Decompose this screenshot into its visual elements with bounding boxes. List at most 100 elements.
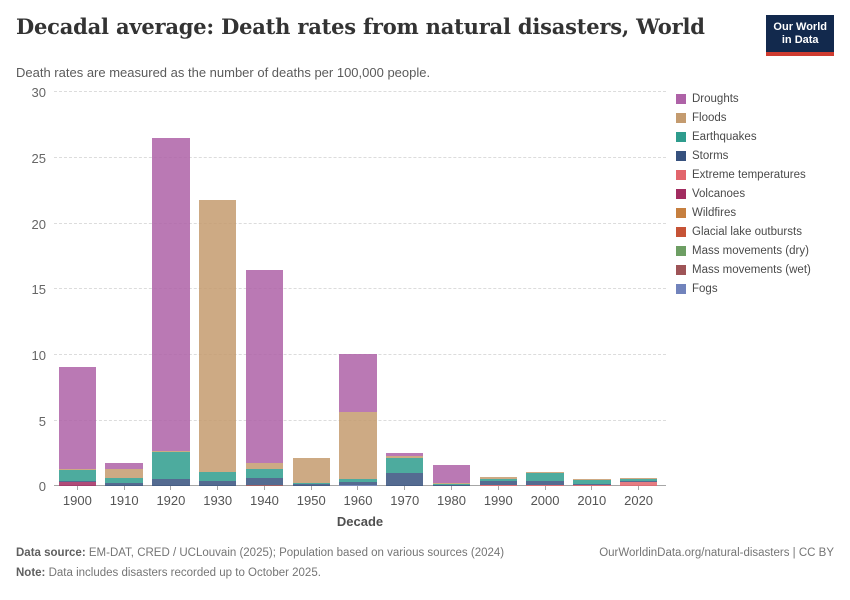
legend-item-glacial-lake-outbursts[interactable]: Glacial lake outbursts [676, 226, 834, 238]
bar-1920[interactable] [148, 92, 195, 487]
bar-segment-droughts [245, 269, 284, 464]
x-slot-1900: 1900 [54, 486, 101, 508]
bar-segment-storms [526, 481, 564, 485]
bar-segment-extreme-temperatures [619, 481, 658, 487]
x-tick-label-1930: 1930 [203, 493, 233, 509]
x-tick-mark [357, 486, 359, 491]
legend-swatch-floods [676, 113, 686, 124]
stacked-bar-1940 [245, 269, 284, 487]
y-tick-label-0: 0 [38, 479, 46, 495]
bar-1910[interactable] [101, 92, 148, 487]
legend-item-wildfires[interactable]: Wildfires [676, 207, 834, 219]
legend-item-floods[interactable]: Floods [676, 112, 834, 124]
footer-source-row: Data source: EM-DAT, CRED / UCLouvain (2… [16, 547, 834, 559]
x-tick-mark [497, 486, 499, 491]
x-slot-2010: 2010 [568, 486, 615, 508]
bar-2010[interactable] [568, 92, 615, 487]
license-link[interactable]: OurWorldinData.org/natural-disasters | C… [599, 547, 834, 560]
note-label: Note: [16, 567, 49, 580]
bar-1990[interactable] [475, 92, 522, 487]
x-slot-1980: 1980 [428, 486, 475, 508]
bar-segment-storms [245, 477, 284, 486]
legend-label-fogs: Fogs [692, 283, 718, 296]
bar-segment-floods [245, 463, 284, 470]
legend-label-droughts: Droughts [692, 93, 739, 106]
gridline-25 [54, 157, 666, 159]
x-tick-label-2010: 2010 [577, 493, 607, 509]
bar-segment-floods [479, 477, 517, 480]
legend-label-glacial-lake-outbursts: Glacial lake outbursts [692, 226, 802, 239]
legend-swatch-volcanoes [676, 189, 686, 200]
x-tick-label-1910: 1910 [109, 493, 139, 509]
legend-item-storms[interactable]: Storms [676, 150, 834, 162]
stacked-bar-1980 [432, 465, 471, 487]
gridline-20 [54, 222, 666, 224]
x-axis: 1900 1910 1920 1930 1940 1950 1960 1970 1980 1990… [54, 486, 662, 508]
bar-1970[interactable] [381, 92, 428, 487]
bar-segment-floods [105, 468, 143, 479]
gridline-30 [54, 91, 666, 93]
x-slot-1950: 1950 [288, 486, 335, 508]
owid-logo-line1: Our World [773, 21, 827, 33]
x-tick-label-1960: 1960 [343, 493, 373, 509]
bar-segment-earthquakes [386, 457, 424, 473]
x-tick-label-2000: 2000 [530, 493, 560, 509]
bar-segment-extreme-temperatures [573, 485, 611, 487]
legend-item-mass-movements-wet[interactable]: Mass movements (wet) [676, 264, 834, 276]
bar-2000[interactable] [522, 92, 569, 487]
x-tick-mark [451, 486, 452, 491]
chart-area: 0 5 10 15 20 25 30 1900 1910 1920 1930 1940 1950 196… [16, 85, 834, 529]
legend-swatch-glacial-lake-outbursts [676, 227, 686, 238]
owid-logo[interactable]: Our World in Data [766, 15, 834, 57]
x-tick-label-1950: 1950 [296, 493, 326, 509]
bar-segment-storms [58, 481, 97, 483]
y-tick-label-5: 5 [38, 413, 46, 429]
stacked-bar-2000 [526, 471, 564, 487]
bar-segment-storms [479, 481, 517, 486]
bar-segment-earthquakes [198, 471, 237, 482]
legend-label-storms: Storms [692, 150, 729, 163]
bar-1940[interactable] [241, 92, 288, 487]
legend-item-droughts[interactable]: Droughts [676, 93, 834, 105]
bar-segment-storms [198, 481, 237, 487]
data-source-value: EM-DAT, CRED / UCLouvain (2025); Populat… [88, 547, 505, 560]
y-tick-label-15: 15 [31, 282, 46, 298]
legend-item-earthquakes[interactable]: Earthquakes [676, 131, 834, 143]
bar-1960[interactable] [335, 92, 382, 487]
x-tick-mark [123, 486, 125, 491]
legend-item-fogs[interactable]: Fogs [676, 283, 834, 295]
bar-segment-droughts [152, 138, 190, 452]
bar-segment-floods [573, 479, 611, 480]
legend-swatch-storms [676, 151, 686, 162]
bar-1980[interactable] [428, 92, 475, 487]
bar-1930[interactable] [194, 92, 241, 487]
bar-segment-earthquakes [526, 473, 564, 482]
stacked-bar-1930 [198, 200, 237, 487]
bar-segment-mass-movements-wet [245, 485, 284, 487]
bar-2020[interactable] [615, 92, 662, 487]
legend-item-extreme-temperatures[interactable]: Extreme temperatures [676, 169, 834, 181]
chart-header: Decadal average: Death rates from natura… [16, 14, 834, 57]
bar-segment-extreme-temperatures [526, 484, 564, 487]
legend-swatch-wildfires [676, 208, 686, 219]
legend-swatch-droughts [676, 94, 686, 105]
bar-segment-storms [152, 478, 190, 487]
bar-segment-earthquakes [432, 484, 471, 486]
bar-segment-earthquakes [152, 452, 190, 479]
x-tick-mark [263, 486, 265, 491]
bar-segment-droughts [386, 453, 424, 456]
legend-label-mass-movements-wet: Mass movements (wet) [692, 264, 811, 277]
data-source-text: Data source: EM-DAT, CRED / UCLouvain (2… [16, 547, 504, 559]
bar-1950[interactable] [288, 92, 335, 487]
bar-segment-earthquakes [619, 479, 658, 481]
bar-1900[interactable] [54, 92, 101, 487]
stacked-bar-1900 [58, 367, 97, 487]
stacked-bar-1960 [339, 353, 377, 487]
bar-segment-floods [198, 200, 237, 472]
bar-segment-floods [292, 458, 330, 484]
bar-segment-extreme-temperatures [479, 485, 517, 487]
legend-item-mass-movements-dry[interactable]: Mass movements (dry) [676, 245, 834, 257]
stacked-bar-1970 [386, 453, 424, 487]
plot-column: 0 5 10 15 20 25 30 1900 1910 1920 1930 1940 1950 196… [16, 85, 666, 529]
legend-item-volcanoes[interactable]: Volcanoes [676, 188, 834, 200]
